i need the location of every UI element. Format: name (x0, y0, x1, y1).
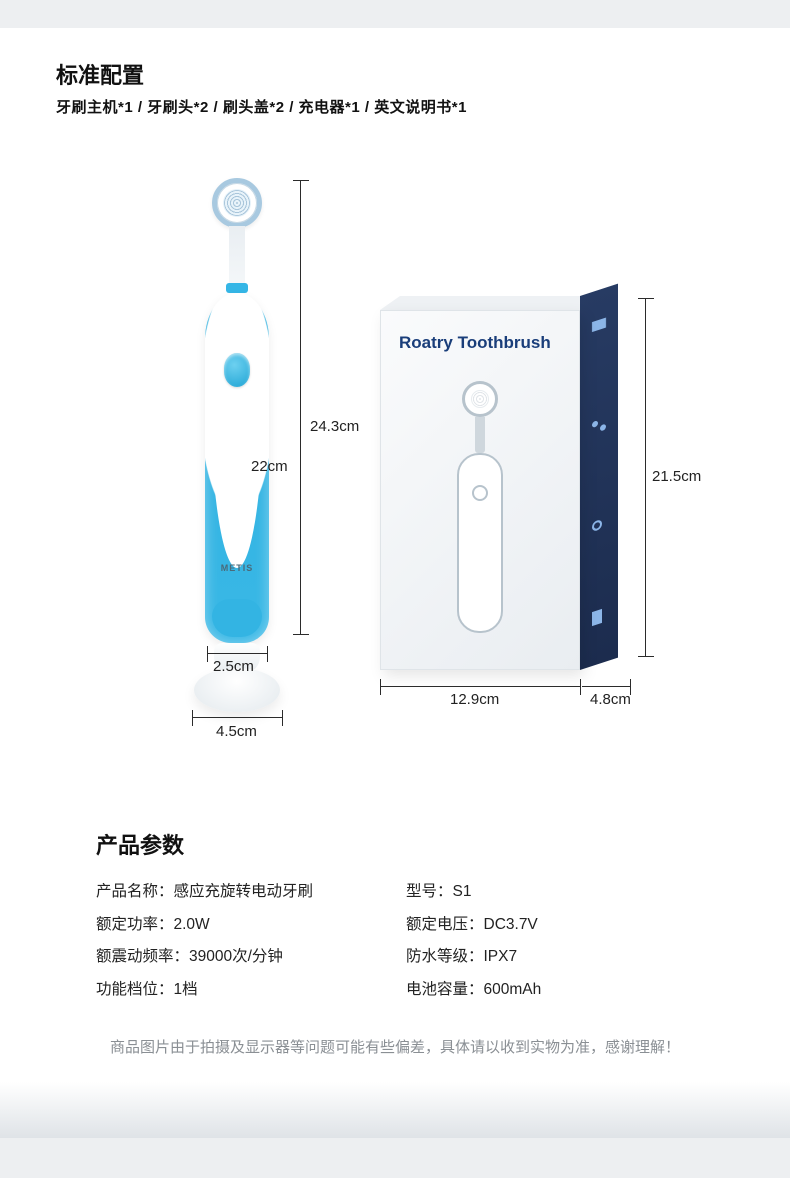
side-icon (592, 318, 606, 333)
specs-table: 产品名称：感应充旋转电动牙刷型号：S1额定功率：2.0W额定电压：DC3.7V额… (96, 876, 696, 1006)
side-icon (592, 418, 606, 437)
brush-neck (229, 226, 245, 286)
toothbrush-illustration: METIS (202, 178, 272, 708)
dim-tick (192, 710, 193, 726)
side-icon (592, 519, 602, 532)
spec-right: 防水等级：IPX7 (406, 941, 517, 974)
spec-right: 电池容量：600mAh (406, 974, 541, 1007)
dim-tick (207, 646, 208, 662)
dim-label-box-depth: 4.8cm (590, 691, 631, 708)
brush-collar (226, 283, 248, 293)
spec-left: 功能档位：1档 (96, 974, 406, 1007)
brand-label: METIS (221, 563, 254, 573)
spec-right: 额定电压：DC3.7V (406, 909, 538, 942)
spec-row: 功能档位：1档电池容量：600mAh (96, 974, 696, 1007)
spec-row: 额震动频率：39000次/分钟防水等级：IPX7 (96, 941, 696, 974)
dim-line-handle-width (207, 653, 267, 654)
box-front-face: Roatry Toothbrush (380, 310, 580, 670)
dim-label-box-height: 21.5cm (652, 468, 701, 485)
box-top-face (380, 296, 600, 310)
dim-tick (282, 710, 283, 726)
spec-row: 额定功率：2.0W额定电压：DC3.7V (96, 909, 696, 942)
spec-row: 产品名称：感应充旋转电动牙刷型号：S1 (96, 876, 696, 909)
spec-right: 型号：S1 (406, 876, 471, 909)
dim-line-full-height (300, 180, 301, 634)
box-side-face (580, 284, 618, 670)
dim-line-box-depth (582, 686, 630, 687)
package-box-illustration: Roatry Toothbrush (380, 296, 622, 671)
dim-label-base-width: 4.5cm (216, 723, 257, 740)
dim-label-body-height: 22cm (251, 458, 288, 475)
package-contents: 牙刷主机*1 / 牙刷头*2 / 刷头盖*2 / 充电器*1 / 英文说明书*1 (56, 96, 467, 117)
header: 标准配置 牙刷主机*1 / 牙刷头*2 / 刷头盖*2 / 充电器*1 / 英文… (56, 58, 467, 117)
dim-tick (293, 180, 309, 181)
box-front-illustration (445, 381, 515, 641)
dim-label-handle-width: 2.5cm (213, 658, 254, 675)
dim-line-box-width (380, 686, 580, 687)
dim-label-box-width: 12.9cm (450, 691, 499, 708)
disclaimer-text: 商品图片由于拍摄及显示器等问题可能有些偏差，具体请以收到实物为准，感谢理解！ (0, 1036, 790, 1057)
dim-tick (293, 634, 309, 635)
dim-tick (267, 646, 268, 662)
spec-left: 额定功率：2.0W (96, 909, 406, 942)
dim-tick (638, 298, 654, 299)
box-title: Roatry Toothbrush (399, 333, 551, 353)
dim-label-full-height: 24.3cm (310, 418, 359, 435)
specs-heading: 产品参数 (96, 828, 696, 860)
dim-line-base-width (192, 717, 282, 718)
specs-section: 产品参数 产品名称：感应充旋转电动牙刷型号：S1额定功率：2.0W额定电压：DC… (96, 828, 696, 1006)
dim-tick (380, 679, 381, 695)
side-icon (592, 609, 602, 626)
dim-tick (638, 656, 654, 657)
footer-gradient (0, 1082, 790, 1138)
product-info-card: 标准配置 牙刷主机*1 / 牙刷头*2 / 刷头盖*2 / 充电器*1 / 英文… (0, 28, 790, 1138)
section-title: 标准配置 (56, 58, 467, 90)
dimension-diagram: METIS 24.3cm 22cm 2.5cm 4.5cm (0, 168, 790, 778)
brush-head-icon (212, 178, 262, 228)
spec-left: 产品名称：感应充旋转电动牙刷 (96, 876, 406, 909)
dim-line-box-height (645, 298, 646, 656)
power-button-icon (224, 353, 250, 387)
spec-left: 额震动频率：39000次/分钟 (96, 941, 406, 974)
dim-tick (580, 679, 581, 695)
